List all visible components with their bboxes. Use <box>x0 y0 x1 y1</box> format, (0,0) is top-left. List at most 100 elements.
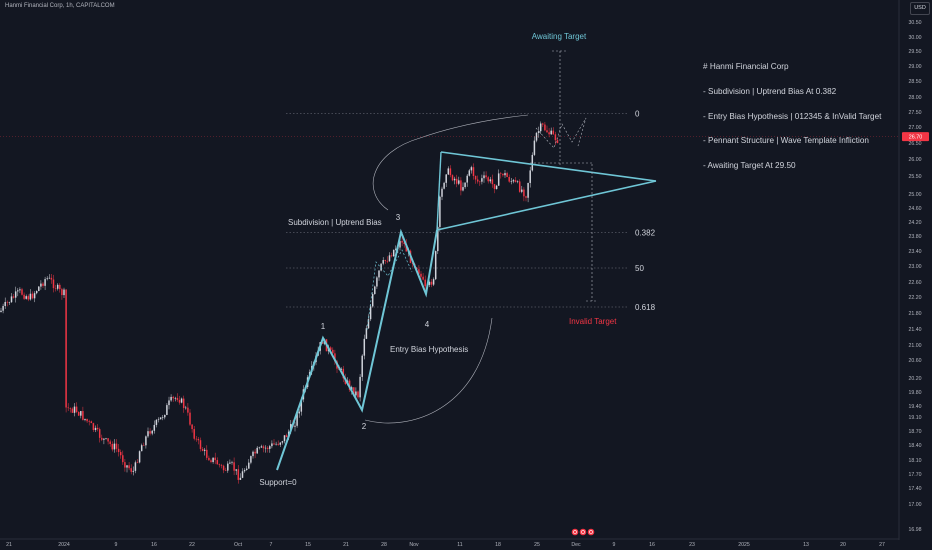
candle-body <box>384 260 387 262</box>
candle-body <box>516 181 519 183</box>
candle-body <box>206 449 208 458</box>
candle-body <box>176 397 179 400</box>
candle-body <box>54 288 57 289</box>
candle-body <box>180 398 183 403</box>
event-badge-icon <box>571 528 579 536</box>
candle-body <box>485 175 487 178</box>
candle-body <box>508 176 510 182</box>
candle-body <box>10 296 13 303</box>
candle-body <box>474 176 477 180</box>
candle-body <box>420 273 422 277</box>
x-tick-label: 2025 <box>738 542 750 548</box>
candle-body <box>90 421 93 424</box>
x-tick-label: Dec <box>571 542 581 548</box>
candle-body <box>279 442 282 445</box>
fib-label: 0 <box>635 110 640 119</box>
candle-body <box>208 457 210 461</box>
candle-body <box>19 289 21 291</box>
candle-body <box>48 277 51 279</box>
candle-body <box>130 468 132 472</box>
y-tick-label: 21.00 <box>909 343 922 349</box>
note-line: - Subdivision | Uptrend Bias At 0.382 <box>703 87 837 97</box>
candle-body <box>481 178 483 182</box>
event-badge-icon <box>579 528 587 536</box>
pennant-projection <box>535 117 587 149</box>
current-price-label: 26.70 <box>909 135 923 141</box>
candle-body <box>376 277 378 287</box>
candle-body <box>119 452 122 456</box>
candle-body <box>533 140 536 155</box>
candle-body <box>539 123 542 132</box>
candle-body <box>67 407 69 409</box>
arc-lower <box>364 317 493 424</box>
y-tick-label: 26.00 <box>909 157 922 163</box>
candle-body <box>502 173 504 176</box>
candle-body <box>96 427 99 430</box>
candle-body <box>189 412 191 425</box>
candle-body <box>546 130 548 133</box>
candle-body <box>4 301 6 306</box>
x-tick-label: 18 <box>495 542 501 548</box>
x-tick-label: 9 <box>613 542 616 548</box>
candle-body <box>86 418 88 422</box>
y-tick-label: 29.00 <box>909 64 922 70</box>
note-line: - Awaiting Target At 29.50 <box>703 160 796 170</box>
x-tick-label: 28 <box>381 542 387 548</box>
x-tick-label: Oct <box>234 542 243 548</box>
annotation-invalid-target: Invalid Target <box>569 317 617 326</box>
candle-body <box>140 445 143 452</box>
y-tick-label: 27.50 <box>909 110 922 116</box>
y-tick-label: 20.20 <box>909 376 922 382</box>
candle-body <box>252 451 254 457</box>
y-tick-label: 24.60 <box>909 206 922 212</box>
candle-body <box>428 281 431 285</box>
candle-body <box>220 465 223 466</box>
candle-body <box>556 140 559 144</box>
candle-body <box>453 178 456 181</box>
candle-body <box>523 189 525 197</box>
candle-body <box>201 448 204 451</box>
candle-body <box>107 438 109 442</box>
candle-body <box>462 187 464 191</box>
y-tick-label: 26.50 <box>909 141 922 147</box>
candle-body <box>59 284 61 290</box>
pennant-lower <box>436 180 657 231</box>
currency-button[interactable]: USD <box>910 2 930 15</box>
pennant-mast <box>436 151 442 231</box>
y-tick-label: 19.10 <box>909 415 922 421</box>
y-tick-label: 22.60 <box>909 280 922 286</box>
candle-body <box>243 469 246 472</box>
candle-body <box>357 391 359 398</box>
candle-body <box>31 293 34 299</box>
candle-body <box>369 306 372 320</box>
x-tick-label: 2024 <box>58 542 70 548</box>
candle-body <box>134 462 137 471</box>
candle-body <box>476 179 479 182</box>
candle-body <box>550 130 552 135</box>
candle-body <box>443 182 445 189</box>
candle-body <box>353 387 355 396</box>
y-tick-label: 17.40 <box>909 486 922 492</box>
y-tick-label: 24.20 <box>909 220 922 226</box>
candle-body <box>224 470 227 471</box>
candle-body <box>334 353 336 362</box>
candle-body <box>14 291 17 298</box>
candle-body <box>71 408 74 413</box>
candle-body <box>75 406 78 413</box>
note-line: # Hanmi Financial Corp <box>703 62 789 72</box>
candle-body <box>283 435 286 442</box>
candle-body <box>329 347 332 350</box>
candle-body <box>380 263 382 271</box>
y-tick-label: 21.40 <box>909 327 922 333</box>
y-tick-label: 30.50 <box>909 20 922 26</box>
x-tick-label: 11 <box>457 542 462 548</box>
candle-body <box>264 447 267 449</box>
candle-body <box>61 289 63 296</box>
candle-body <box>199 440 202 449</box>
candle-body <box>254 451 256 454</box>
candle-body <box>434 251 437 280</box>
candle-body <box>12 296 15 298</box>
candle-body <box>281 441 284 443</box>
candle-body <box>115 443 118 449</box>
